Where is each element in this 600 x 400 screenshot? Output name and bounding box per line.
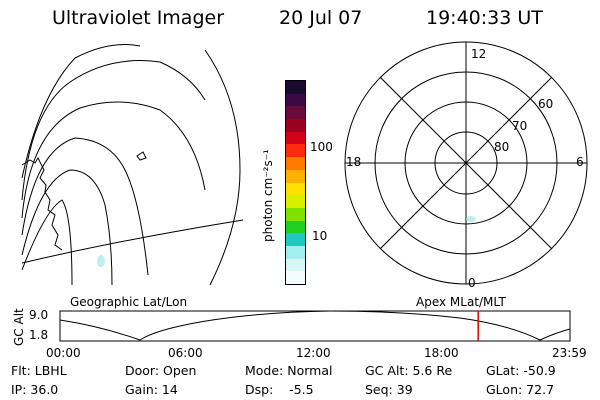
timeline-xtick-2359: 23:59 [552, 346, 587, 360]
colorbar-band [286, 169, 305, 183]
date-readout: 20 Jul 07 [279, 7, 363, 29]
colorbar-band [286, 195, 305, 208]
glon-readout: GLon: 72.7 [486, 382, 555, 397]
mode-readout: Mode: Normal [245, 363, 333, 378]
colorbar-band [286, 207, 305, 221]
colorbar-band [286, 106, 305, 120]
colorbar-band [286, 220, 305, 234]
timeline-xtick-0600: 06:00 [168, 346, 203, 360]
geographic-label: Geographic Lat/Lon [70, 295, 188, 309]
glat-readout: GLat: -50.9 [486, 363, 556, 378]
timeline-xtick-1800: 18:00 [424, 346, 459, 360]
colorbar-band [286, 131, 305, 145]
colorbar-tick-10: 10 [312, 229, 328, 243]
ip-readout: IP: 36.0 [11, 382, 59, 397]
lat-label-60: 60 [538, 97, 554, 111]
time-readout: 19:40:33 UT [426, 7, 543, 29]
lat-label-80: 80 [494, 140, 510, 154]
colorbar-band [286, 271, 305, 284]
colorbar-band [286, 245, 305, 259]
mlt-label-0: 0 [468, 276, 476, 290]
polar-label: Apex MLat/MLT [416, 295, 506, 309]
door-readout: Door: Open [125, 363, 197, 378]
colorbar-band [286, 233, 305, 246]
colorbar-band [286, 157, 305, 170]
timeline-ytick-9: 9.0 [29, 308, 49, 322]
gain-readout: Gain: 14 [125, 382, 178, 397]
mlt-label-12: 12 [471, 47, 487, 61]
colorbar-band [286, 93, 305, 107]
mlt-label-6: 6 [576, 155, 584, 169]
colorbar-band [286, 258, 305, 272]
timeline-ytick-1: 1.8 [29, 328, 49, 342]
timeline-xtick-0000: 00:00 [46, 346, 81, 360]
lat-label-70: 70 [512, 119, 528, 133]
timeline-xtick-1200: 12:00 [296, 346, 331, 360]
colorbar [285, 80, 306, 285]
colorbar-band [286, 182, 305, 196]
gc-alt-readout: GC Alt: 5.6 Re [365, 363, 453, 378]
timeline-y-title: GC Alt [12, 308, 26, 346]
colorbar-tick-100: 100 [310, 140, 333, 154]
seq-readout: Seq: 39 [365, 382, 413, 397]
app-title: Ultraviolet Imager [52, 7, 225, 29]
colorbar-band [286, 144, 305, 158]
colorbar-band [286, 81, 305, 94]
filter-readout: Flt: LBHL [11, 363, 67, 378]
mlt-label-18: 18 [346, 155, 362, 169]
colorbar-band [286, 119, 305, 132]
dsp-readout: Dsp: -5.5 [245, 382, 314, 397]
